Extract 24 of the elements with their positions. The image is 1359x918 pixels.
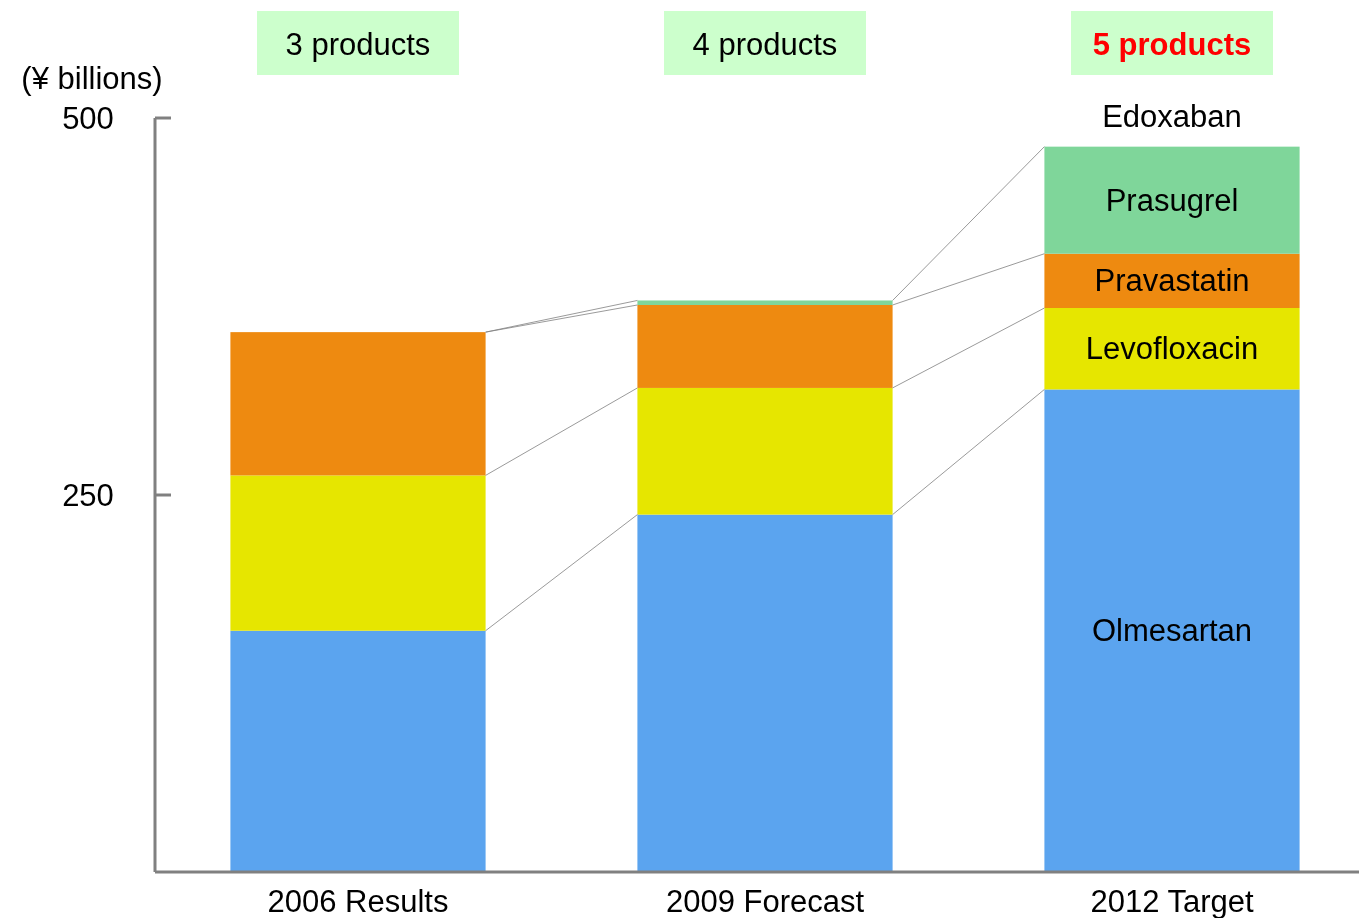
series-label: Pravastatin [1094,263,1250,299]
x-tick-label: 2006 Results [267,883,449,918]
x-tick-label: 2012 Target [1090,883,1254,918]
bar [230,475,486,631]
bar [637,300,893,305]
bar [637,387,893,515]
bar [1044,389,1300,872]
bar [637,304,893,388]
annotation: Edoxaban [1102,99,1242,135]
bar [230,332,486,476]
bar [230,630,486,872]
series-label: Levofloxacin [1085,331,1259,367]
text: 4 products [692,26,838,62]
bar [1044,146,1300,254]
bar [1044,308,1300,390]
series-label: Prasugrel [1105,182,1239,218]
text: 5 products [1092,26,1252,62]
series-label: Olmesartan [1091,613,1253,649]
text: 3 products [285,26,431,62]
y-tick-label: 500 [62,100,114,136]
y-tick-label: 250 [62,477,114,513]
y-axis-title: (¥ billions) [21,60,163,96]
bar [637,514,893,872]
x-tick-label: 2009 Forecast [665,883,865,918]
